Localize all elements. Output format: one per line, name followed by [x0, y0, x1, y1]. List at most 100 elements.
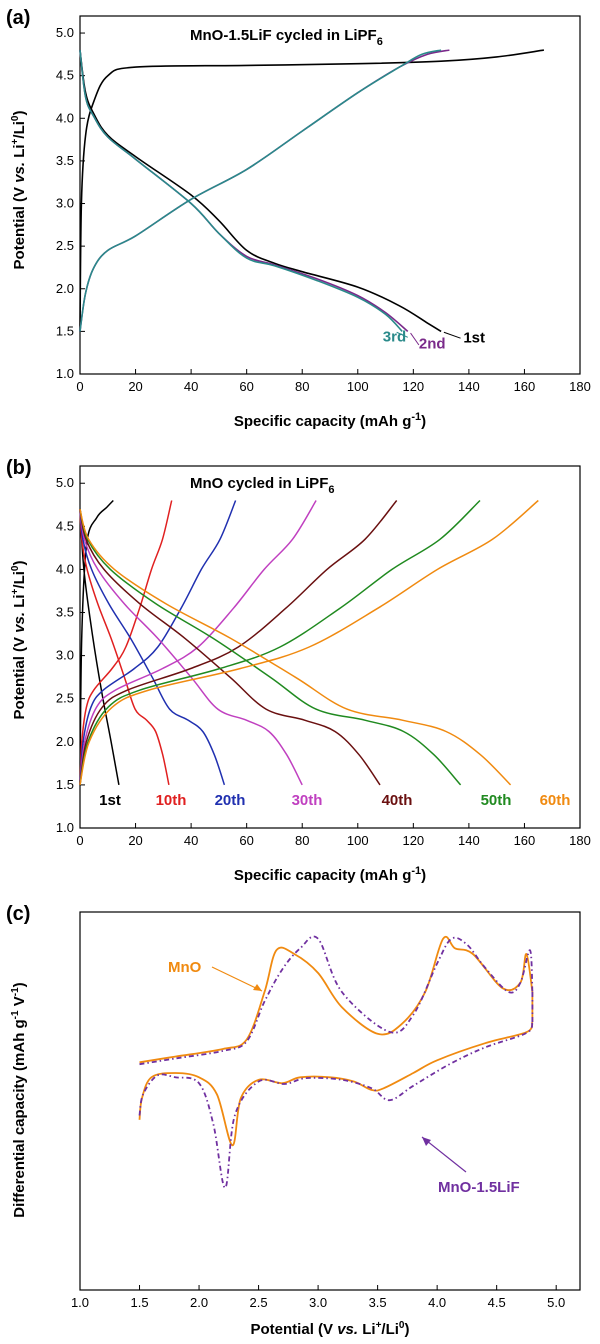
- x-tick-label: 160: [514, 379, 536, 394]
- x-tick-label: 180: [569, 833, 591, 848]
- series-a: [79, 49, 545, 333]
- series-line-2nd-charge: [79, 49, 450, 332]
- curve-labels-a: 3rd 2nd 1st: [383, 329, 485, 353]
- series-line-MnO-upper: [139, 935, 534, 1064]
- x-axis-title-c: Potential (V vs. Li+/Li0): [251, 1320, 410, 1338]
- panel-b: (b) MnO cycled in LiPF6 0 20 40 60 80 100 120 1…: [6, 457, 591, 884]
- curve-label-mno-lif: MnO-1.5LiF: [438, 1179, 520, 1196]
- y-tick-label: 4.5: [56, 68, 74, 83]
- x-tick-label: 40: [184, 379, 198, 394]
- x-tick-label: 120: [402, 379, 424, 394]
- curve-label: 10th: [156, 792, 187, 809]
- series-line-3rd-discharge: [79, 50, 403, 332]
- curve-label: 1st: [463, 329, 485, 346]
- series-line-1st-discharge: [79, 509, 120, 786]
- curve-label: 20th: [215, 792, 246, 809]
- x-axis-title-b: Specific capacity (mAh g-1): [234, 865, 426, 884]
- y-tick-label: 3.5: [56, 605, 74, 620]
- series-line-1st-charge: [79, 49, 545, 332]
- curve-label: 50th: [481, 792, 512, 809]
- series-line-3rd-charge: [79, 49, 442, 332]
- curve-labels-b: 1st 10th 20th 30th 40th 50th 60th: [99, 792, 570, 809]
- y-axis-title-b: Potential (V vs. Li+/Li0): [10, 561, 28, 720]
- ticks-a: 0 20 40 60 80 100 120 140 160 180 1.0 1.5 2.0 2.5 3.0 3…: [56, 25, 591, 394]
- curve-label: 30th: [292, 792, 323, 809]
- y-tick-label: 2.5: [56, 691, 74, 706]
- y-tick-label: 4.0: [56, 110, 74, 125]
- label-arrow: [211, 966, 263, 992]
- arrow-head: [422, 1137, 431, 1146]
- x-tick-label: 40: [184, 833, 198, 848]
- x-tick-label: 4.5: [488, 1295, 506, 1310]
- curve-label: 60th: [540, 792, 571, 809]
- x-tick-label: 2.5: [250, 1295, 268, 1310]
- curve-label: 1st: [99, 792, 121, 809]
- y-tick-label: 5.0: [56, 25, 74, 40]
- arrow-head: [253, 984, 262, 991]
- plot-frame-c: [79, 911, 581, 1291]
- y-tick-label: 4.5: [56, 518, 74, 533]
- x-tick-label: 3.0: [309, 1295, 327, 1310]
- panel-label-b: (b): [6, 457, 32, 479]
- x-tick-label: 4.0: [428, 1295, 446, 1310]
- series-line-30th-charge: [79, 500, 317, 785]
- x-tick-label: 140: [458, 379, 480, 394]
- x-tick-label: 60: [239, 833, 253, 848]
- ticks-b: 0 20 40 60 80 100 120 140 160 180 1.0 1.5 2.0 2.5 3.0 3…: [56, 475, 591, 848]
- y-tick-label: 2.0: [56, 734, 74, 749]
- series-line-MnO-1.5LiF-upper: [139, 935, 534, 1066]
- x-tick-label: 180: [569, 379, 591, 394]
- x-tick-label: 3.5: [369, 1295, 387, 1310]
- x-tick-label: 160: [514, 833, 536, 848]
- label-arrow: [421, 1136, 467, 1173]
- y-axis-title-a: Potential (V vs. Li+/Li0): [10, 111, 28, 270]
- label-pointer: [443, 331, 461, 339]
- x-tick-label: 60: [239, 379, 253, 394]
- ticks-c: 1.0 1.5 2.0 2.5 3.0 3.5 4.0 4.5 5.0: [71, 1285, 565, 1310]
- y-tick-label: 3.0: [56, 196, 74, 211]
- x-tick-label: 20: [128, 379, 142, 394]
- y-tick-label: 1.0: [56, 820, 74, 835]
- label-pointer: [396, 331, 408, 338]
- series-line-MnO-1.5LiF-lower: [138, 1021, 534, 1189]
- series-c: [138, 935, 534, 1189]
- series-line-40th-discharge: [79, 508, 381, 786]
- x-tick-label: 100: [347, 379, 369, 394]
- panel-a: (a) MnO-1.5LiF cycled in LiPF6 0 20 40 60 80…: [6, 7, 591, 430]
- series-line-50th-discharge: [79, 508, 462, 786]
- y-tick-label: 2.0: [56, 281, 74, 296]
- x-axis-title-a: Specific capacity (mAh g-1): [234, 411, 426, 430]
- x-tick-label: 80: [295, 379, 309, 394]
- series-line-MnO-lower: [138, 1021, 534, 1147]
- series-line-10th-discharge: [79, 509, 170, 786]
- series-line-10th-charge: [79, 500, 173, 785]
- series-line-1st-discharge: [79, 49, 442, 333]
- chart-title-b: MnO cycled in LiPF6: [190, 475, 334, 496]
- y-tick-label: 2.5: [56, 238, 74, 253]
- series-line-60th-charge: [79, 499, 539, 786]
- curve-label: 3rd: [383, 329, 406, 346]
- x-tick-label: 2.0: [190, 1295, 208, 1310]
- panel-label-a: (a): [6, 7, 30, 29]
- series-line-20th-charge: [79, 500, 237, 785]
- series-line-60th-discharge: [79, 508, 512, 786]
- y-tick-label: 3.5: [56, 153, 74, 168]
- x-tick-label: 100: [347, 833, 369, 848]
- x-tick-label: 20: [128, 833, 142, 848]
- series-line-50th-charge: [79, 499, 481, 786]
- x-tick-label: 120: [402, 833, 424, 848]
- x-tick-label: 1.5: [130, 1295, 148, 1310]
- y-tick-label: 1.5: [56, 777, 74, 792]
- curve-label: 40th: [382, 792, 413, 809]
- curve-labels-c: MnO MnO-1.5LiF: [168, 959, 520, 1196]
- chart-title-a: MnO-1.5LiF cycled in LiPF6: [190, 27, 383, 48]
- series-line-40th-charge: [79, 500, 398, 786]
- y-tick-label: 5.0: [56, 475, 74, 490]
- y-axis-title-c: Differential capacity (mAh g-1 V-1): [10, 982, 28, 1217]
- x-tick-label: 0: [76, 379, 83, 394]
- label-pointer: [410, 332, 420, 346]
- plot-frame-b: [79, 465, 581, 829]
- panel-label-c: (c): [6, 903, 30, 925]
- y-tick-label: 4.0: [56, 561, 74, 576]
